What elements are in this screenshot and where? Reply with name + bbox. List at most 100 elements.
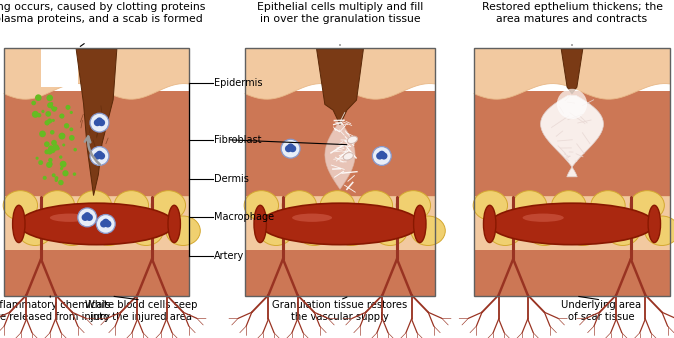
- Circle shape: [380, 152, 388, 160]
- Ellipse shape: [630, 191, 665, 220]
- Circle shape: [44, 141, 50, 147]
- Circle shape: [285, 145, 292, 152]
- Circle shape: [281, 139, 300, 158]
- Text: Clotting occurs, caused by clotting proteins
and plasma proteins, and a scab is : Clotting occurs, caused by clotting prot…: [0, 2, 205, 24]
- Circle shape: [69, 135, 75, 141]
- Circle shape: [47, 95, 53, 101]
- Circle shape: [39, 130, 46, 137]
- Bar: [474, 48, 670, 296]
- Polygon shape: [561, 49, 583, 94]
- Ellipse shape: [244, 191, 278, 220]
- Circle shape: [90, 147, 109, 165]
- Ellipse shape: [396, 191, 431, 220]
- Text: Artery: Artery: [214, 251, 244, 261]
- Circle shape: [64, 123, 69, 128]
- Circle shape: [44, 149, 49, 154]
- Circle shape: [86, 214, 93, 221]
- Ellipse shape: [648, 205, 661, 243]
- Ellipse shape: [490, 203, 654, 245]
- Bar: [4, 196, 189, 250]
- Ellipse shape: [40, 191, 75, 220]
- Circle shape: [69, 127, 73, 131]
- Circle shape: [48, 145, 55, 152]
- Circle shape: [32, 111, 39, 118]
- Circle shape: [45, 111, 51, 117]
- Circle shape: [557, 89, 587, 119]
- Ellipse shape: [605, 216, 640, 245]
- Ellipse shape: [78, 191, 112, 220]
- Bar: [474, 91, 670, 296]
- Circle shape: [94, 152, 101, 160]
- Circle shape: [376, 152, 384, 160]
- Ellipse shape: [114, 191, 148, 220]
- Polygon shape: [76, 49, 117, 196]
- Circle shape: [84, 212, 91, 219]
- Circle shape: [90, 113, 109, 132]
- Ellipse shape: [320, 191, 355, 220]
- Text: Restored epthelium thickens; the
area matures and contracts: Restored epthelium thickens; the area ma…: [481, 2, 663, 24]
- Circle shape: [287, 143, 294, 150]
- Ellipse shape: [151, 191, 185, 220]
- Ellipse shape: [19, 203, 174, 245]
- Text: Epidermis: Epidermis: [214, 78, 262, 88]
- Text: Granulation tissue restores
the vascular supply: Granulation tissue restores the vascular…: [272, 300, 408, 321]
- Circle shape: [48, 158, 53, 162]
- Circle shape: [96, 117, 103, 124]
- Circle shape: [52, 106, 57, 112]
- Circle shape: [289, 145, 297, 152]
- Circle shape: [54, 107, 57, 110]
- Polygon shape: [325, 121, 355, 189]
- Circle shape: [100, 220, 107, 227]
- Bar: [245, 48, 435, 296]
- Ellipse shape: [591, 191, 625, 220]
- Circle shape: [50, 102, 53, 105]
- Bar: [245, 91, 435, 296]
- Circle shape: [102, 219, 109, 226]
- Circle shape: [57, 147, 60, 150]
- Circle shape: [51, 106, 55, 110]
- Circle shape: [48, 162, 53, 166]
- Circle shape: [59, 155, 63, 159]
- Text: Underlying area
of scar tissue: Underlying area of scar tissue: [561, 300, 642, 321]
- Circle shape: [46, 162, 53, 168]
- Circle shape: [65, 105, 71, 110]
- Circle shape: [58, 180, 63, 185]
- Circle shape: [69, 111, 73, 114]
- Circle shape: [96, 151, 103, 158]
- Circle shape: [37, 113, 41, 117]
- Bar: [474, 196, 670, 250]
- Text: Fibroblast: Fibroblast: [214, 135, 261, 145]
- Ellipse shape: [373, 216, 407, 245]
- Ellipse shape: [50, 214, 89, 222]
- Circle shape: [60, 161, 67, 168]
- Ellipse shape: [260, 203, 420, 245]
- Bar: [4, 48, 189, 296]
- Circle shape: [73, 148, 77, 151]
- Circle shape: [53, 144, 59, 151]
- Ellipse shape: [168, 205, 181, 243]
- Circle shape: [47, 118, 52, 124]
- Circle shape: [59, 132, 65, 140]
- Circle shape: [41, 110, 44, 113]
- Polygon shape: [474, 48, 670, 99]
- Polygon shape: [4, 48, 189, 99]
- Circle shape: [36, 156, 38, 160]
- Ellipse shape: [488, 216, 522, 245]
- Polygon shape: [245, 48, 435, 99]
- Circle shape: [42, 176, 47, 180]
- Ellipse shape: [55, 216, 89, 245]
- Circle shape: [50, 130, 55, 135]
- Ellipse shape: [92, 216, 126, 245]
- Ellipse shape: [512, 191, 547, 220]
- Ellipse shape: [347, 136, 357, 144]
- Circle shape: [47, 149, 53, 154]
- Circle shape: [82, 214, 89, 221]
- Ellipse shape: [551, 191, 586, 220]
- Circle shape: [55, 178, 58, 182]
- Ellipse shape: [411, 216, 446, 245]
- Circle shape: [55, 176, 59, 180]
- Circle shape: [35, 94, 42, 101]
- Circle shape: [38, 160, 43, 165]
- Circle shape: [62, 143, 65, 146]
- Ellipse shape: [335, 216, 369, 245]
